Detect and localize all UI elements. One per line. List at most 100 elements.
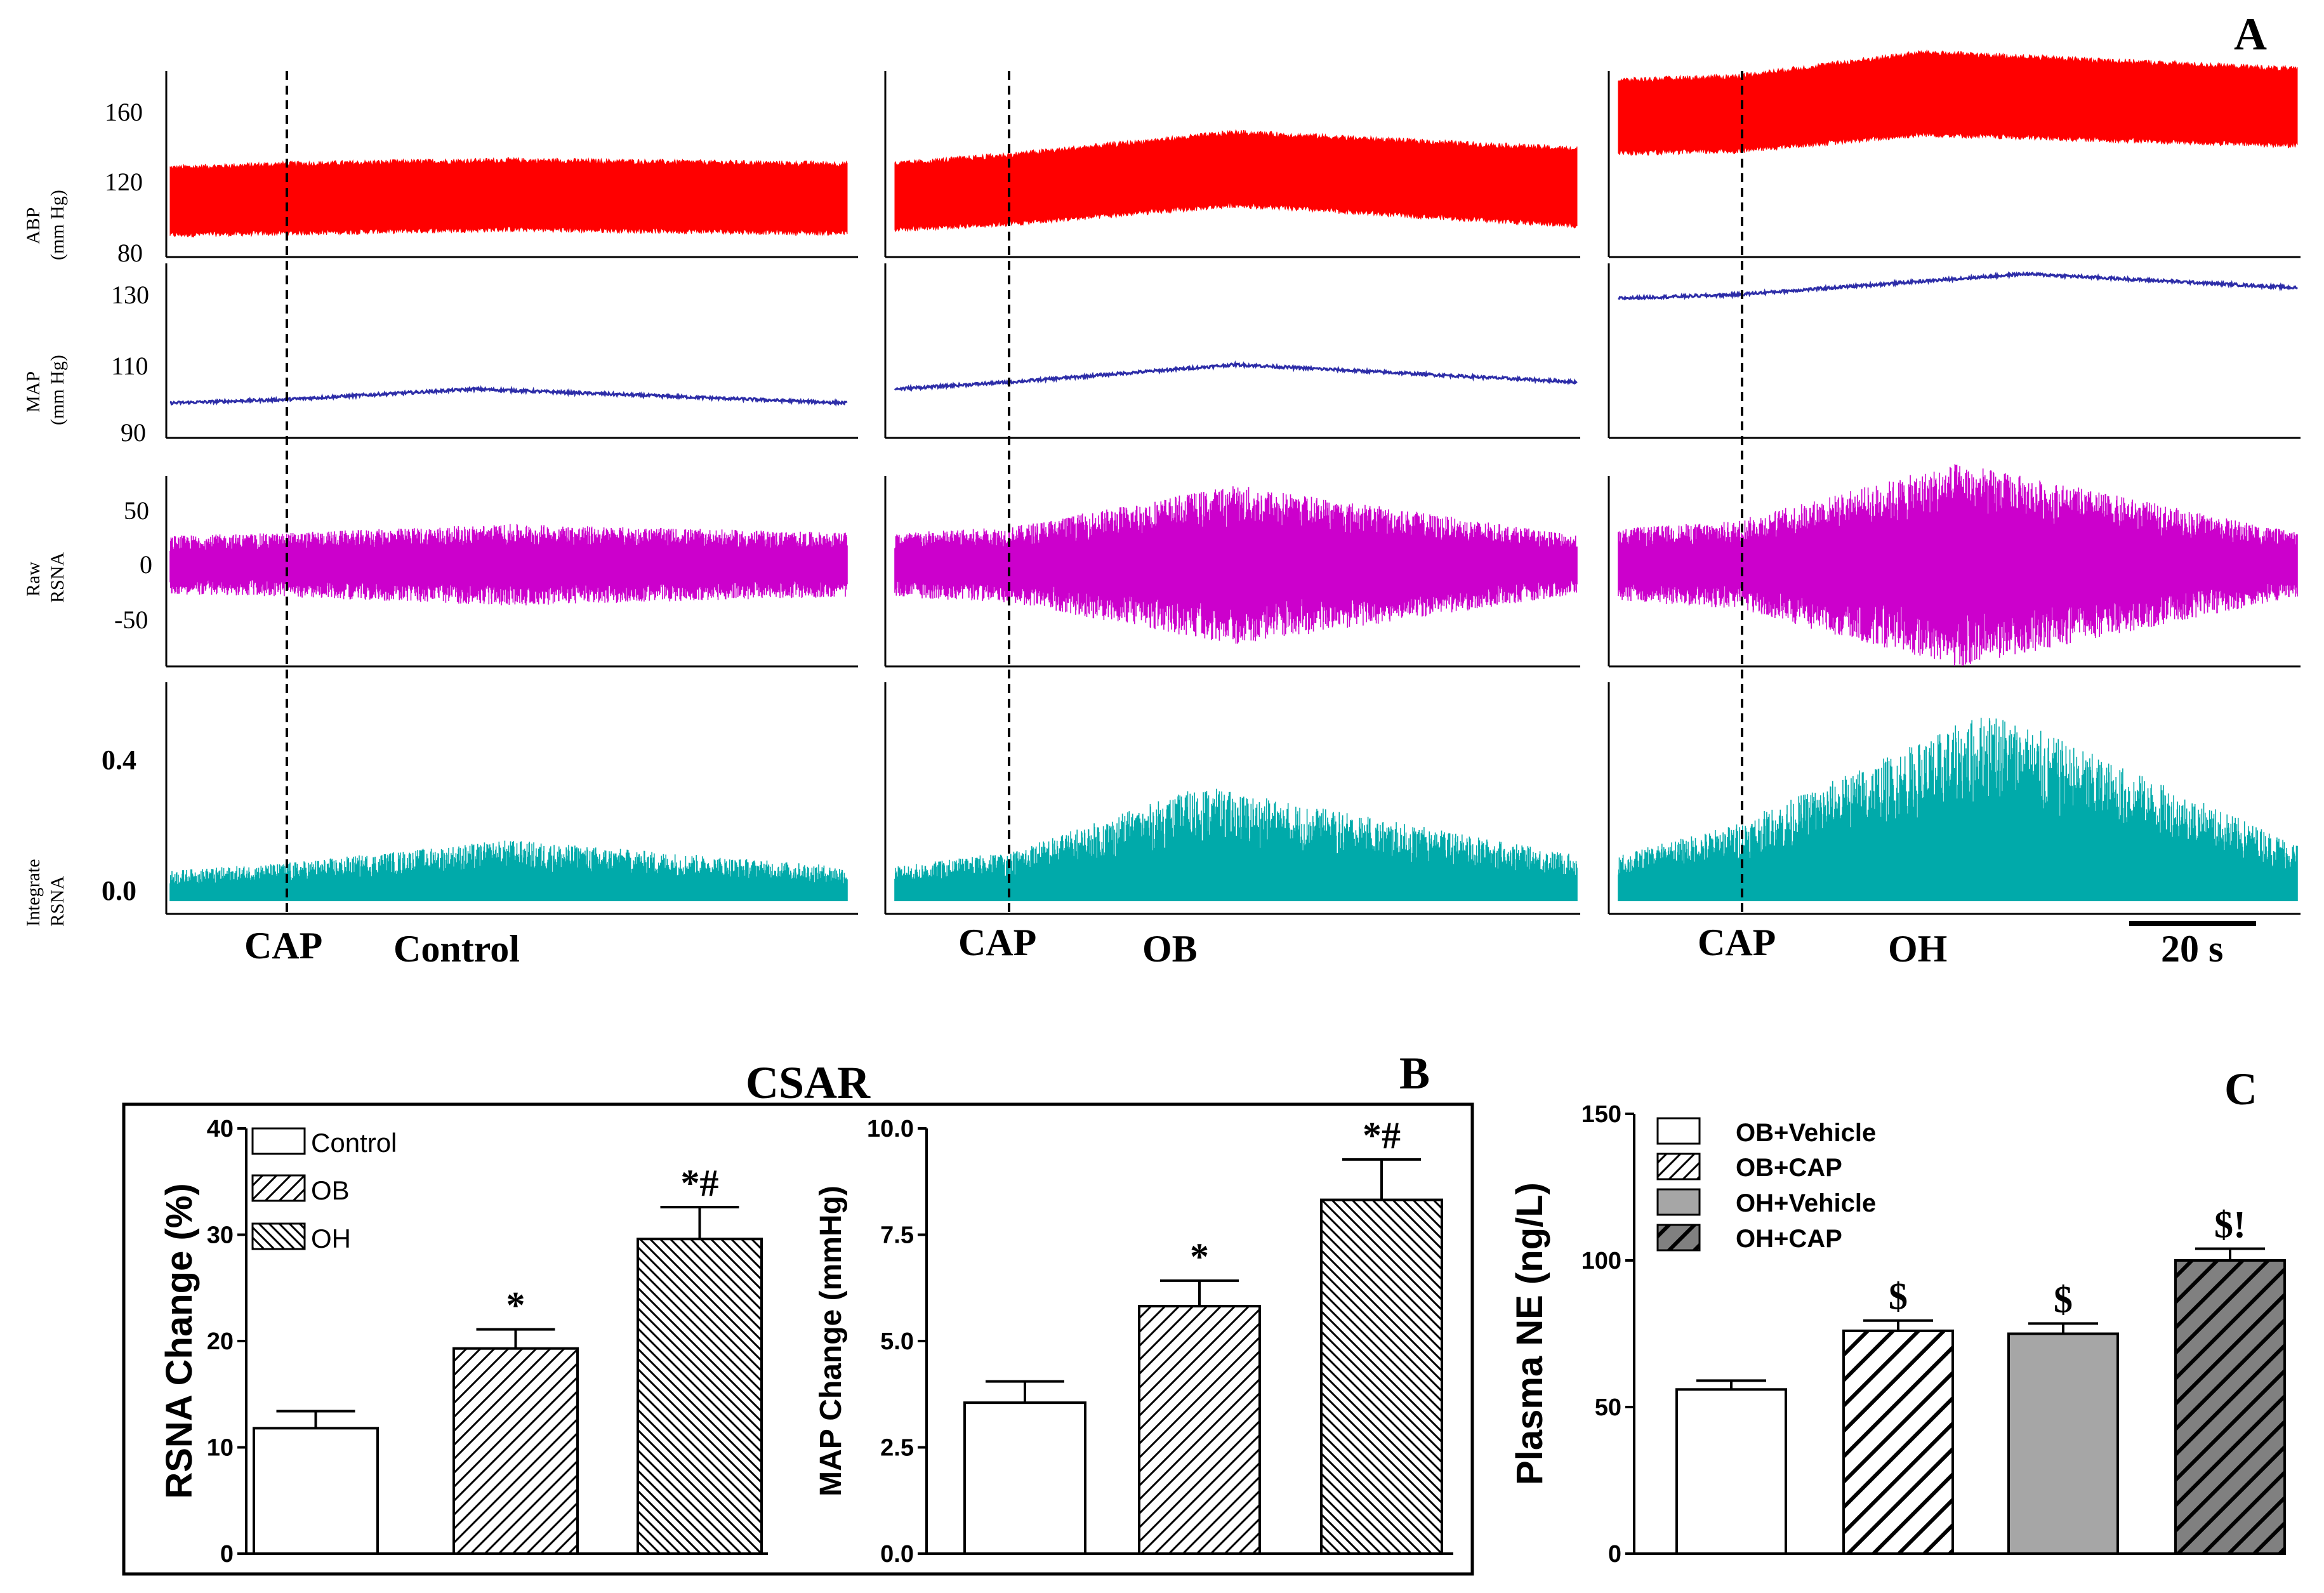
panel-c: C 0 50 100 150 Plasma NE (ng/L) $ $ $! OB+Vehic… [1509,1064,2286,1568]
tick-map-110: 110 [111,352,149,380]
rsna-change-annotation-1: * [506,1285,525,1326]
integrate-rsna-base-control [170,894,847,901]
rsna-change-ytick-label-1: 10 [207,1435,234,1462]
plasma-ne-chart: 0 50 100 150 Plasma NE (ng/L) $ $ $! [1509,1101,2286,1568]
legend-label-oh-vehicle: OH+Vehicle [1736,1189,1876,1217]
map-change-ytick-label-2: 5.0 [880,1328,914,1355]
scale-bar-label: 20 s [2161,928,2223,970]
map-trace-oh [1618,271,2299,301]
plasma-ne-ytick-label-0: 0 [1608,1541,1621,1568]
ylabel-raw-line2: RSNA [47,552,68,603]
legend-b: Control OB OH [251,1127,397,1253]
ylabel-raw-line1: Raw [23,562,44,597]
abp-trace-control [169,157,848,238]
ticks-map: 130 110 90 [111,281,149,447]
panel-c-label: C [2224,1064,2257,1114]
plasma-ne-annotation-3: $! [2214,1204,2246,1246]
panel-b-title: CSAR [746,1057,871,1108]
plasma-ne-bar-1 [1842,1329,1954,1555]
abp-trace-ob [894,129,1578,232]
plasma-ne-bar-0 [1675,1388,1787,1556]
legend-label-ob-vehicle: OB+Vehicle [1736,1119,1876,1147]
cap-label-oh: CAP [1698,922,1776,963]
map-change-bar-2 [1320,1198,1443,1556]
tick-map-130: 130 [111,281,149,309]
ylabel-integrate-line1: Integrate [23,859,44,927]
rsna-change-ytick-label-3: 30 [207,1222,234,1249]
ylabel-abp-line1: ABP [23,208,44,244]
ticks-abp: 160 120 80 [105,98,143,267]
integrate-rsna-base-oh [1618,894,2297,901]
trace-plots [165,50,2301,917]
plasma-ne-ylabel: Plasma NE (ng/L) [1509,1182,1550,1485]
rsna-change-ytick-label-0: 0 [220,1541,234,1568]
panel-a-label: A [2234,9,2267,60]
plasma-ne-annotation-2: $ [2054,1278,2073,1320]
ylabel-map-line2: (mm Hg) [47,355,68,425]
plasma-ne-ytick-label-1: 50 [1595,1394,1621,1421]
rsna-change-chart: 0 10 20 30 40 RSNA Change (%) * *# [159,1116,768,1568]
map-trace-control [169,385,848,407]
panel-b: CSAR B 0 10 20 30 40 RSNA Change (%) * *# 0.0 2.… [122,1048,1474,1576]
integrate-rsna-trace-control [169,840,848,901]
rsna-change-annotation-2: *# [681,1162,719,1204]
ylabel-map-line1: MAP [23,371,44,413]
ylabel-integrate-line2: RSNA [47,876,68,927]
map-change-bar-1 [1138,1305,1261,1556]
map-trace-ob [894,360,1578,392]
map-change-ylabel: MAP Change (mmHg) [814,1186,848,1497]
legend-swatch-control [251,1127,306,1155]
plasma-ne-bar-3 [2174,1259,2286,1555]
ylabel-map: MAP (mm Hg) [23,355,68,425]
legend-swatch-oh-vehicle [1656,1188,1701,1216]
plasma-ne-annotation-1: $ [1889,1276,1908,1318]
legend-label-control: Control [311,1128,397,1158]
map-change-bar-0 [963,1401,1086,1555]
map-change-annotation-2: *# [1363,1114,1401,1156]
panel-b-label: B [1399,1048,1430,1099]
legend-label-oh-cap: OH+CAP [1736,1225,1842,1253]
map-change-ytick-label-0: 0.0 [880,1541,914,1568]
tick-raw-neg50: -50 [114,605,148,634]
ticks-raw: 50 0 -50 [114,496,152,634]
plasma-ne-bar-2 [2007,1332,2119,1555]
rsna-change-ytick-label-2: 20 [207,1328,234,1355]
group-label-oh: OH [1888,928,1947,970]
tick-abp-120: 120 [105,168,143,196]
tick-raw-0: 0 [140,550,152,579]
raw-rsna-trace-ob [894,486,1578,644]
legend-label-oh: OH [311,1224,351,1253]
tick-int-0.4: 0.4 [102,744,136,776]
legend-c: OB+Vehicle OB+CAP OH+Vehicle OH+CAP [1656,1117,1876,1253]
rsna-change-bar-1 [452,1347,579,1556]
raw-rsna-trace-oh [1618,464,2298,666]
group-label-control: Control [393,928,520,970]
ylabel-abp-line2: (mm Hg) [47,190,68,260]
map-change-ytick-label-1: 2.5 [880,1435,914,1462]
integrate-rsna-trace-ob [894,788,1578,901]
tick-abp-160: 160 [105,98,143,126]
integrate-rsna-base-ob [895,894,1577,901]
rsna-change-ytick-label-4: 40 [207,1116,234,1142]
abp-trace-oh [1618,50,2298,156]
tick-int-0.0: 0.0 [102,875,136,906]
legend-swatch-oh [251,1222,306,1250]
legend-swatch-ob [251,1174,306,1202]
group-label-ob: OB [1142,928,1198,970]
legend-label-ob: OB [311,1175,350,1205]
plasma-ne-ytick-label-3: 150 [1581,1101,1621,1128]
integrate-rsna-trace-oh [1618,717,2298,901]
ylabel-integrate: Integrate RSNA [23,859,68,927]
rsna-change-bar-2 [637,1238,763,1555]
tick-abp-80: 80 [117,239,143,267]
raw-rsna-trace-control [169,524,848,605]
panel-b-frame [122,1102,1474,1576]
cap-label-control: CAP [244,925,322,967]
cap-label-ob: CAP [958,922,1036,963]
ylabel-abp: ABP (mm Hg) [23,190,68,260]
plasma-ne-ytick-label-2: 100 [1581,1248,1621,1274]
legend-swatch-ob-cap [1656,1153,1701,1180]
rsna-change-ylabel: RSNA Change (%) [159,1183,200,1498]
panel-a-traces: A ABP (mm Hg) MAP (mm Hg) Raw RSNA Integ… [23,9,2301,970]
